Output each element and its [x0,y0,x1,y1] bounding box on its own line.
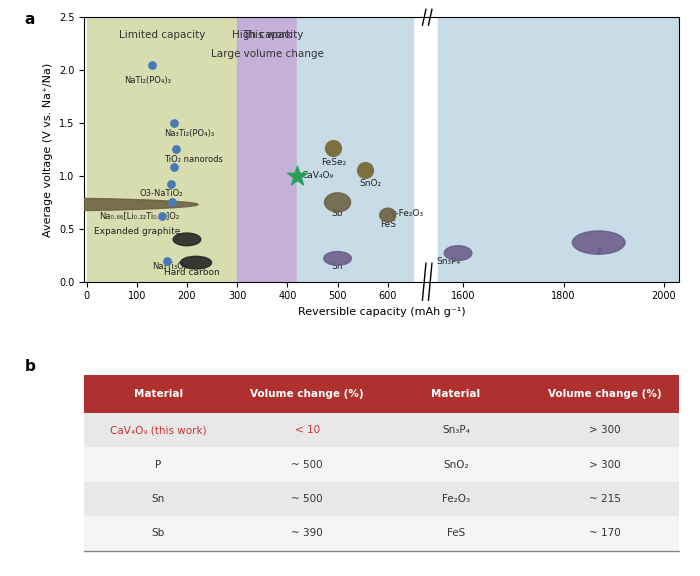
Text: P: P [596,248,601,256]
Text: P: P [155,460,162,469]
Ellipse shape [325,193,351,212]
Point [167,198,178,207]
Text: Volume change (%): Volume change (%) [251,389,364,399]
Text: ~ 500: ~ 500 [291,494,323,504]
Point [165,180,176,189]
Text: ~ 500: ~ 500 [291,460,323,469]
Point [360,165,371,174]
Text: Large volume change: Large volume change [211,49,323,59]
Text: Sn₃P₄: Sn₃P₄ [436,257,460,266]
Y-axis label: Average voltage (V vs. Na⁺/Na): Average voltage (V vs. Na⁺/Na) [43,62,53,237]
Text: Material: Material [431,389,480,399]
Text: Na₃Ti₂(PO₄)₃: Na₃Ti₂(PO₄)₃ [164,129,214,138]
Ellipse shape [444,246,472,260]
Text: b: b [25,359,36,374]
Text: > 300: > 300 [589,460,620,469]
Ellipse shape [173,233,201,246]
Text: SnO₂: SnO₂ [443,460,469,469]
Bar [84,516,679,551]
Text: Na₀.₆₆[Li₀.₂₂Ti₀.₇₈]O₂: Na₀.₆₆[Li₀.₂₂Ti₀.₇₈]O₂ [99,211,179,221]
Text: γ-Fe₂O₃: γ-Fe₂O₃ [391,210,424,218]
X-axis label: Reversible capacity (mAh g⁻¹): Reversible capacity (mAh g⁻¹) [298,307,466,317]
Text: < 10: < 10 [295,425,320,435]
Text: Sb: Sb [152,528,165,539]
Ellipse shape [181,256,211,269]
Text: ~ 170: ~ 170 [589,528,620,539]
Text: Sn: Sn [332,263,343,271]
Text: Sn: Sn [152,494,165,504]
Text: a: a [25,12,35,27]
Text: O3-NaTiO₂: O3-NaTiO₂ [139,190,183,198]
Ellipse shape [379,208,396,222]
Bar [237,17,298,282]
Bar [298,17,413,282]
Text: FeS: FeS [380,220,395,229]
Text: SnO₂: SnO₂ [359,179,382,188]
Text: > 300: > 300 [589,425,620,435]
Point [327,144,338,153]
Point [170,145,181,154]
Text: NaTi₂(PO₄)₃: NaTi₂(PO₄)₃ [124,76,171,85]
Bar [438,17,694,282]
Text: Limited capacity: Limited capacity [118,30,205,40]
Bar [84,413,679,448]
Text: ~ 215: ~ 215 [589,494,621,504]
Text: CaV₄O₉: CaV₄O₉ [302,172,334,180]
Text: Expanded graphite: Expanded graphite [94,228,180,237]
Text: High capacity: High capacity [232,30,303,40]
Text: Na₂Ti₃O₇: Na₂Ti₃O₇ [152,263,187,271]
Point [169,119,180,128]
Text: CaV₄O₉ (this work): CaV₄O₉ (this work) [110,425,206,435]
Bar [84,375,679,413]
Text: Material: Material [134,389,183,399]
Ellipse shape [0,198,198,211]
Bar [87,17,237,282]
Point [156,211,167,221]
Text: This work: This work [242,30,293,40]
Text: Sn₃P₄: Sn₃P₄ [442,425,470,435]
Text: Sb: Sb [332,210,343,218]
Point [292,171,303,180]
Bar [84,448,679,482]
Point [161,256,172,265]
Text: TiO₂ nanorods: TiO₂ nanorods [164,154,223,164]
Text: ~ 390: ~ 390 [291,528,323,539]
Text: FeSe₂: FeSe₂ [321,158,346,167]
Text: Volume change (%): Volume change (%) [548,389,662,399]
Ellipse shape [573,231,625,254]
Text: Fe₂O₃: Fe₂O₃ [442,494,470,504]
Point [169,163,180,172]
Text: Hard carbon: Hard carbon [164,268,220,276]
Text: FeS: FeS [447,528,465,539]
Bar [84,482,679,516]
Ellipse shape [324,252,351,266]
Point [146,60,158,70]
